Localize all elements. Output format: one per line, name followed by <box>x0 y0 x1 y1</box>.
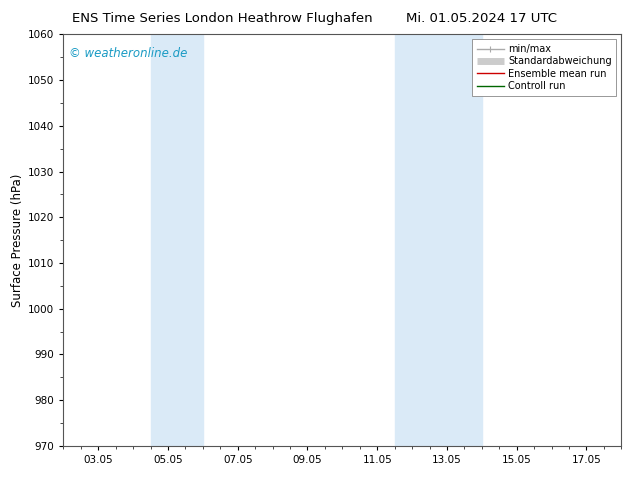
Text: Mi. 01.05.2024 17 UTC: Mi. 01.05.2024 17 UTC <box>406 12 557 25</box>
Bar <box>150 34 203 446</box>
Bar <box>394 34 447 446</box>
Legend: min/max, Standardabweichung, Ensemble mean run, Controll run: min/max, Standardabweichung, Ensemble me… <box>472 39 616 96</box>
Text: © weatheronline.de: © weatheronline.de <box>69 47 188 60</box>
Bar <box>447 34 482 446</box>
Text: ENS Time Series London Heathrow Flughafen: ENS Time Series London Heathrow Flughafe… <box>72 12 372 25</box>
Y-axis label: Surface Pressure (hPa): Surface Pressure (hPa) <box>11 173 24 307</box>
